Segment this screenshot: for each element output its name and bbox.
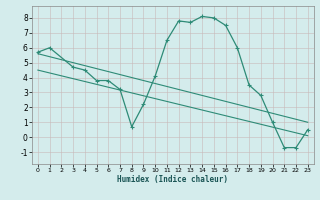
X-axis label: Humidex (Indice chaleur): Humidex (Indice chaleur) <box>117 175 228 184</box>
